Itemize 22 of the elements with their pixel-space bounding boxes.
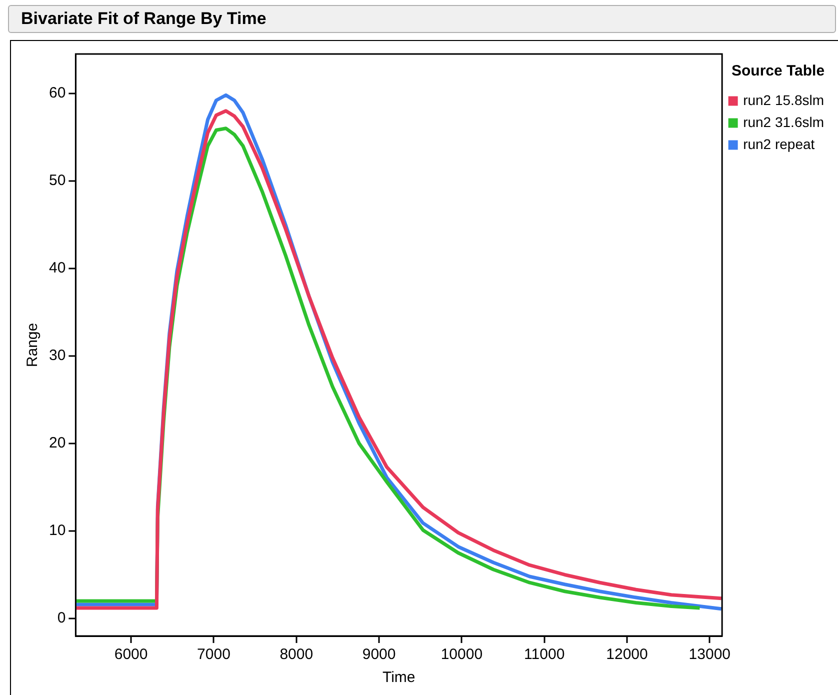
legend-title: Source Table	[731, 62, 825, 80]
y-tick-label: 20	[48, 434, 66, 452]
x-tick-label: 6000	[114, 646, 148, 664]
y-tick-label: 50	[48, 172, 66, 190]
x-tick-label: 12000	[606, 646, 648, 664]
x-tick-label: 10000	[440, 646, 483, 664]
y-axis-title: Range	[24, 322, 42, 368]
chart-title: Bivariate Fit of Range By Time	[8, 5, 836, 33]
x-axis-title: Time	[382, 669, 416, 686]
x-tick-label: 9000	[362, 646, 396, 664]
y-tick-label: 30	[48, 347, 66, 364]
y-tick-label: 40	[48, 260, 66, 277]
x-tick-label: 13000	[688, 646, 731, 664]
legend-label: run2 31.6slm	[743, 114, 824, 130]
legend-label: run2 repeat	[743, 136, 815, 152]
x-tick-label: 11000	[524, 646, 565, 664]
y-tick-label: 10	[48, 522, 66, 540]
legend-label: run2 15.8slm	[743, 92, 824, 108]
x-tick-label: 7000	[197, 646, 230, 664]
x-tick-label: 8000	[280, 646, 314, 664]
y-tick-label: 60	[48, 84, 66, 102]
y-tick-label: 0	[57, 610, 66, 627]
